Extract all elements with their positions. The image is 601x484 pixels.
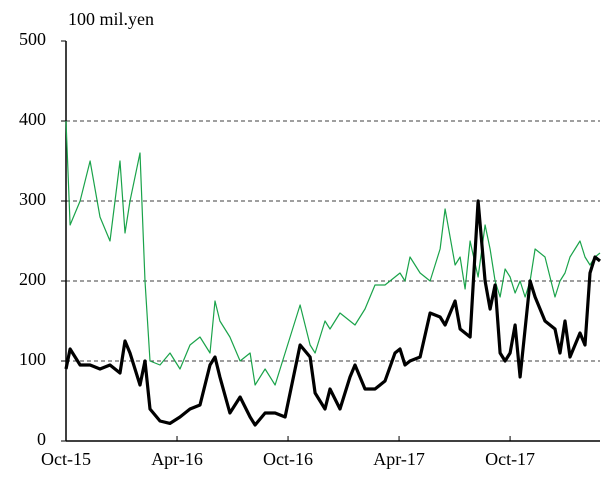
y-tick-label: 0 bbox=[37, 429, 46, 449]
y-tick-label: 500 bbox=[19, 29, 46, 49]
y-tick-label: 100 bbox=[19, 349, 46, 369]
x-tick-label: Oct-15 bbox=[41, 449, 91, 469]
series-line bbox=[64, 199, 601, 427]
y-axis-label: 100 mil.yen bbox=[68, 9, 154, 29]
y-tick-label: 200 bbox=[19, 269, 46, 289]
x-tick-label: Apr-16 bbox=[151, 449, 203, 469]
y-tick-label: 400 bbox=[19, 109, 46, 129]
x-tick-label: Oct-16 bbox=[263, 449, 313, 469]
x-tick-label: Apr-17 bbox=[373, 449, 425, 469]
series-line bbox=[65, 120, 601, 386]
x-tick-label: Oct-17 bbox=[485, 449, 535, 469]
y-tick-label: 300 bbox=[19, 189, 46, 209]
